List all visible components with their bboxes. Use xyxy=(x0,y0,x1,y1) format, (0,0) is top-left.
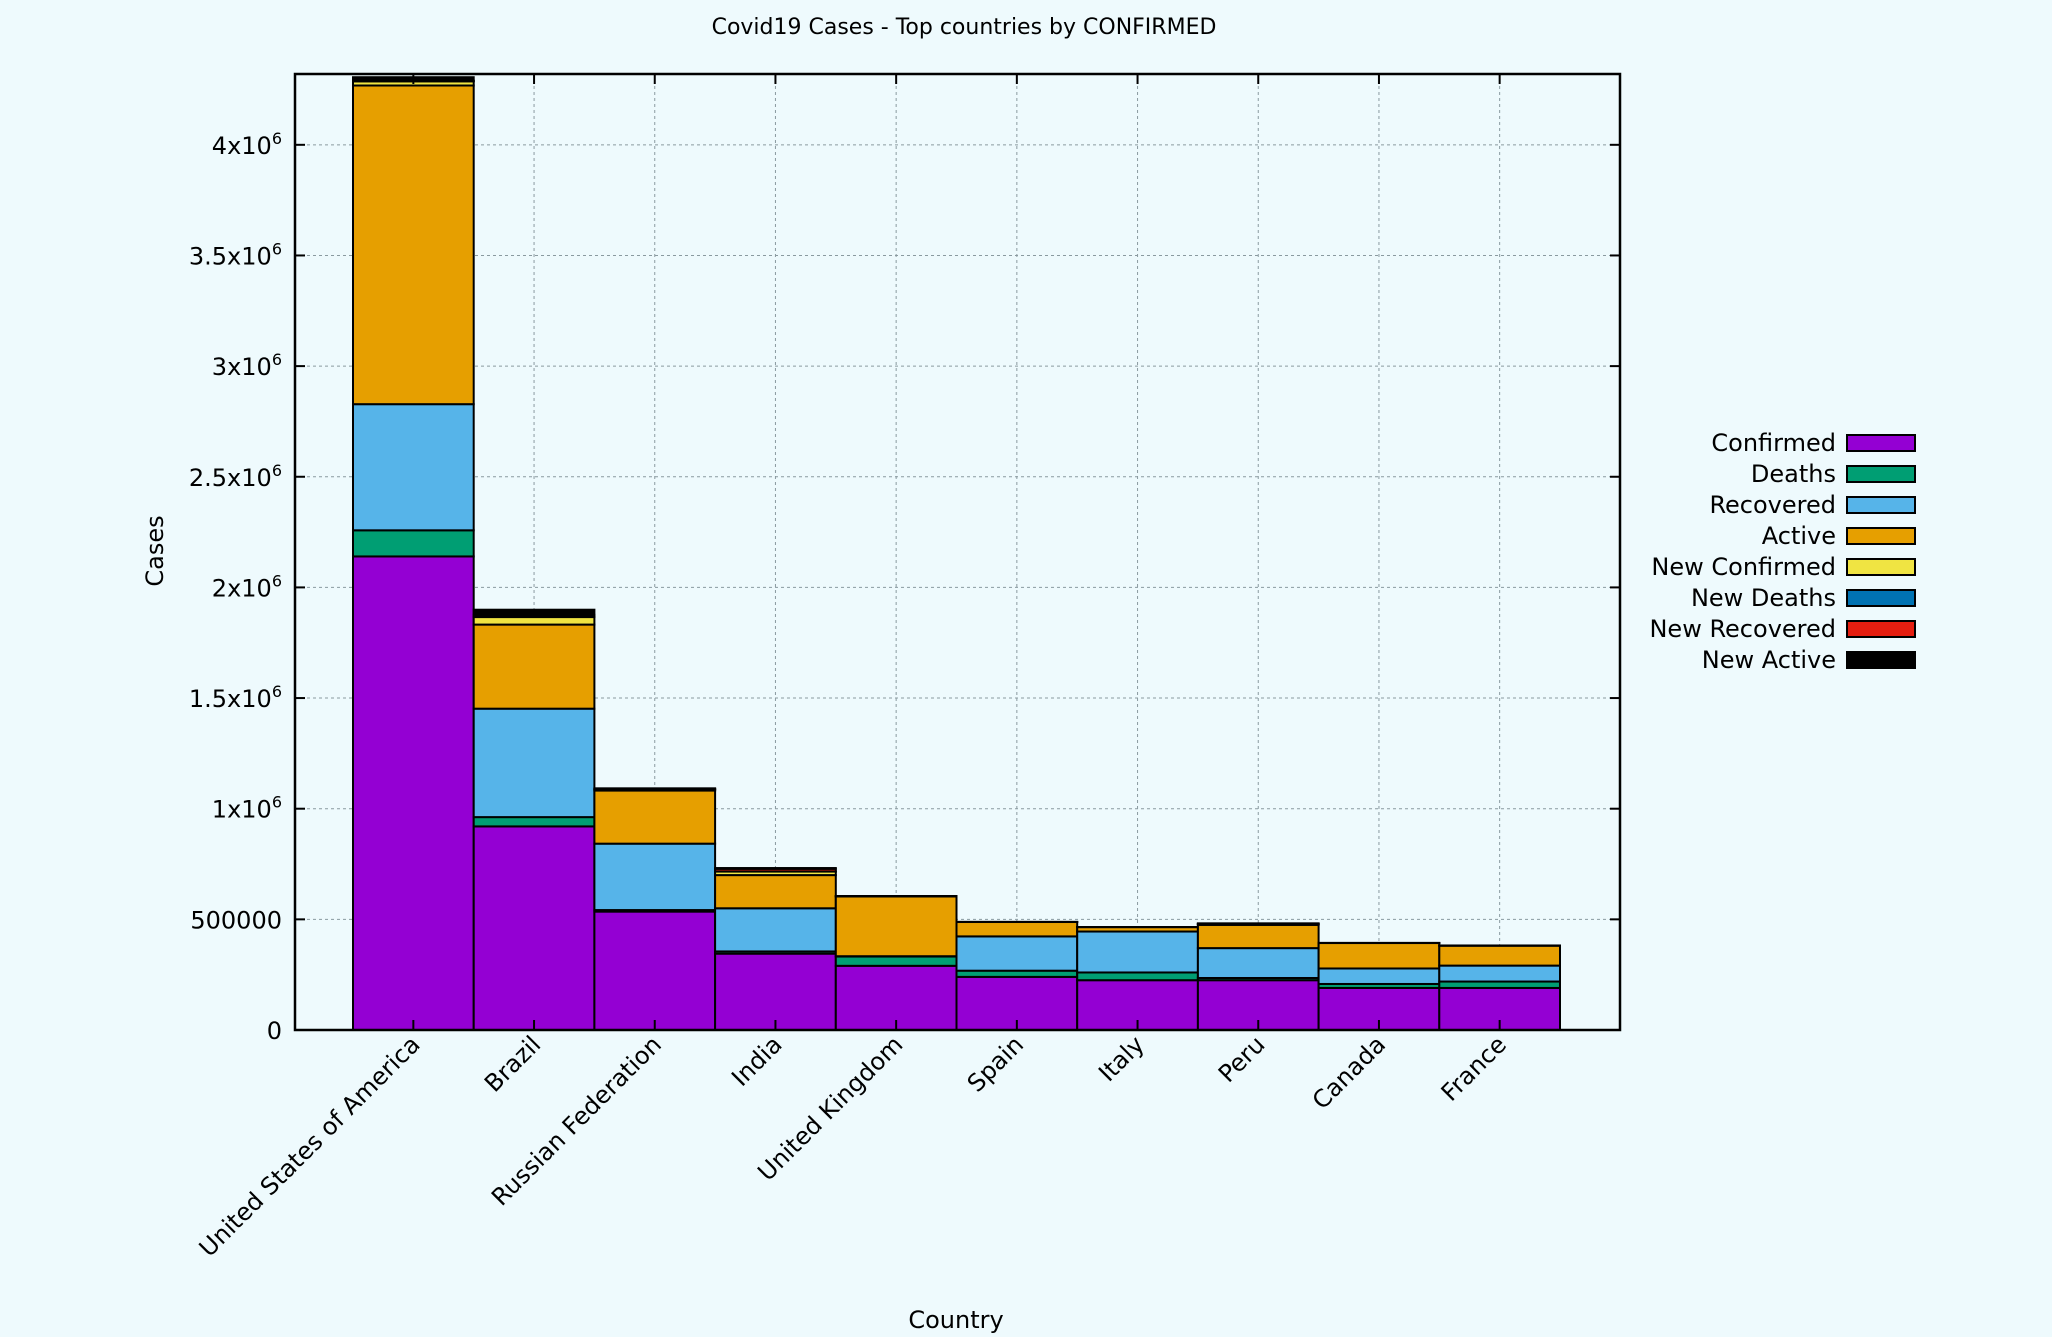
bar-segment xyxy=(714,952,837,1031)
bar-segment xyxy=(1196,947,1320,979)
legend-label: Recovered xyxy=(1709,491,1836,519)
grid-lines xyxy=(295,74,1620,1030)
legend-label: New Confirmed xyxy=(1651,553,1836,581)
bar-segment xyxy=(1076,971,1199,982)
legend-swatch xyxy=(1846,620,1916,638)
x-tick-label: Italy xyxy=(1093,1030,1150,1087)
x-tick-label: France xyxy=(1436,1030,1512,1106)
bar-segment xyxy=(714,907,837,953)
legend-swatch xyxy=(1846,651,1916,669)
bar-segment xyxy=(593,910,717,1032)
bar-segment xyxy=(472,816,596,828)
legend-swatch xyxy=(1846,434,1916,452)
y-tick-label: 1x106 xyxy=(212,793,282,824)
bar-segment xyxy=(1317,967,1441,985)
bar-segment xyxy=(472,825,596,1031)
bar-segment xyxy=(714,867,837,870)
y-tick-label: 500000 xyxy=(190,906,282,934)
legend-swatch xyxy=(1846,465,1916,483)
bar-segment xyxy=(472,707,596,819)
bar-segment xyxy=(1317,942,1441,970)
bar-segment xyxy=(472,616,596,626)
bar-segment xyxy=(352,403,475,532)
y-tick-label: 1.5x106 xyxy=(189,682,282,713)
bar-segment xyxy=(1438,964,1562,983)
y-tick-label: 2.5x106 xyxy=(189,461,282,492)
bar-segment xyxy=(352,84,475,406)
legend-swatch xyxy=(1846,589,1916,607)
bar-segment xyxy=(1076,930,1199,974)
y-tick-label: 0 xyxy=(267,1017,282,1045)
legend-label: Deaths xyxy=(1751,460,1836,488)
bar-segment xyxy=(714,874,837,910)
legend-swatch xyxy=(1846,527,1916,545)
legend-label: Active xyxy=(1762,522,1836,550)
bar-segment xyxy=(955,935,1079,972)
legend: Confirmed Deaths Recovered Active New Confir… xyxy=(1649,429,1916,674)
bar-segment xyxy=(352,529,475,558)
x-tick-label: United States of America xyxy=(194,1030,426,1262)
legend-label: Confirmed xyxy=(1711,429,1836,457)
bar-segment xyxy=(955,921,1079,938)
x-tick-label: Brazil xyxy=(479,1030,546,1097)
y-tick-label: 3x106 xyxy=(212,350,282,381)
bar-segment xyxy=(472,608,596,616)
legend-swatch xyxy=(1846,558,1916,576)
x-axis-title: Country xyxy=(908,1306,1003,1334)
y-tick-label: 4x106 xyxy=(212,129,282,160)
legend-label: New Deaths xyxy=(1691,584,1836,612)
y-axis-ticks: 0 500000 1x106 1.5x106 2x106 2.5x106 3x106 3.5x… xyxy=(189,129,1620,1045)
x-tick-label: India xyxy=(726,1030,787,1091)
legend-label: New Recovered xyxy=(1649,615,1836,643)
legend-label: New Active xyxy=(1702,646,1836,674)
legend-swatch xyxy=(1846,496,1916,514)
bar-segment xyxy=(1196,923,1320,950)
x-tick-label: Peru xyxy=(1213,1030,1271,1088)
x-tick-label: Canada xyxy=(1307,1030,1391,1114)
y-axis-title: Cases xyxy=(141,515,169,586)
bar-segment xyxy=(834,955,958,967)
plot-frame xyxy=(293,72,1622,1032)
y-tick-label: 3.5x106 xyxy=(189,239,282,270)
bar-segment xyxy=(352,555,475,1031)
y-tick-label: 2x106 xyxy=(212,571,282,602)
bar-segment xyxy=(834,895,958,958)
bar-segment xyxy=(834,964,958,1032)
bar-segment xyxy=(472,623,596,710)
bar-segment xyxy=(1438,944,1562,967)
bar-segment xyxy=(593,842,717,912)
x-tick-label: Spain xyxy=(962,1030,1029,1097)
bar-segment xyxy=(593,789,717,845)
chart-title: Covid19 Cases - Top countries by CONFIRM… xyxy=(712,15,1217,40)
